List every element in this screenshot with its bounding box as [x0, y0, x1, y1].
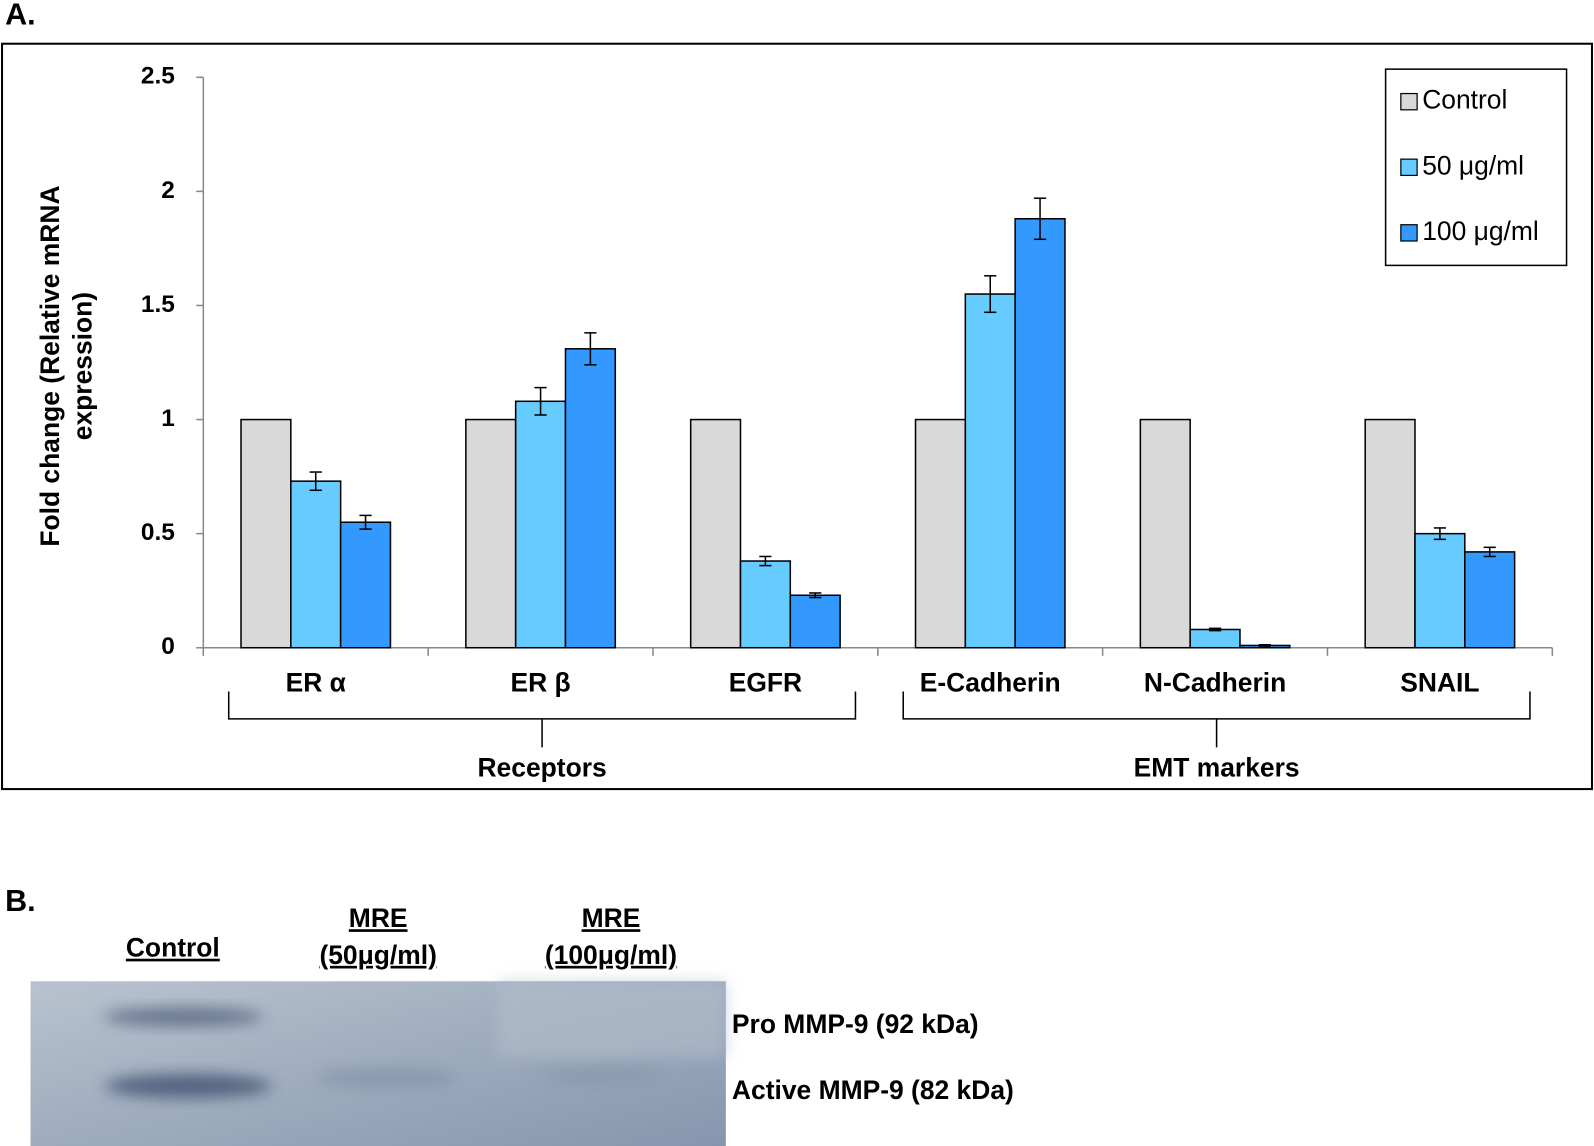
bar: [1014, 217, 1066, 649]
bar: [290, 480, 342, 649]
legend-label: 50 μg/ml: [1422, 150, 1524, 180]
y-tick-label: 0.5: [141, 519, 175, 546]
bar: [739, 560, 792, 649]
error-bar: [1483, 546, 1496, 558]
bar: [689, 418, 742, 649]
gel: [30, 981, 726, 1146]
lane-label: MRE: [349, 903, 408, 933]
y-tick-label: 2: [161, 177, 175, 204]
bar: [1414, 532, 1466, 649]
lane-label: MRE: [582, 903, 641, 933]
bar: [465, 418, 517, 649]
bar: [240, 418, 292, 649]
bar: [1464, 551, 1516, 649]
error-bar: [809, 592, 822, 599]
error-bar: [759, 555, 772, 567]
legend-label: 100 μg/ml: [1422, 216, 1539, 246]
panel-label: A.: [5, 0, 35, 31]
bar: [789, 594, 841, 649]
y-tick-label: 1.5: [141, 291, 175, 318]
band-label: Active MMP-9 (82 kDa): [732, 1075, 1014, 1105]
error-bar: [1258, 644, 1271, 647]
group-label: Receptors: [477, 753, 606, 783]
group-bracket: [227, 691, 857, 748]
legend-swatch: [1400, 92, 1418, 111]
bar: [914, 418, 967, 649]
x-tick-label: N-Cadherin: [1144, 667, 1286, 697]
error-bar: [359, 514, 372, 530]
group-bracket: [902, 691, 1531, 748]
error-bar: [309, 471, 322, 492]
error-bar: [584, 332, 597, 366]
lane-label: (50μg/ml): [319, 940, 436, 970]
y-tick-label: 1: [161, 405, 175, 432]
x-tick-label: E-Cadherin: [920, 667, 1061, 697]
lane-label: Control: [126, 933, 220, 963]
x-tick-label: SNAIL: [1400, 667, 1479, 697]
x-tick-label: ER α: [286, 667, 346, 697]
error-bar: [984, 275, 997, 314]
panel-label: B.: [5, 884, 35, 918]
bar: [964, 293, 1016, 649]
legend-label: Control: [1422, 85, 1507, 115]
band-label: Pro MMP-9 (92 kDa): [732, 1009, 979, 1039]
y-axis-label-line: Fold change (Relative mRNA: [35, 185, 65, 546]
bar: [514, 400, 567, 649]
lane-label: (100μg/ml): [545, 940, 677, 970]
legend-swatch: [1400, 158, 1418, 177]
bar: [339, 521, 392, 649]
error-bar: [534, 386, 547, 416]
group-label: EMT markers: [1134, 753, 1300, 783]
error-bar: [1033, 197, 1047, 241]
bar: [1364, 418, 1416, 649]
y-axis-label-line: expression): [67, 292, 97, 440]
x-tick-label: EGFR: [729, 667, 802, 697]
bar: [1189, 628, 1241, 649]
y-tick-label: 0: [161, 633, 175, 660]
error-bar: [1433, 527, 1447, 541]
bar: [564, 348, 617, 649]
bar: [1139, 418, 1191, 649]
x-tick-label: ER β: [510, 667, 570, 697]
y-axis-label: Fold change (Relative mRNAexpression): [35, 185, 98, 546]
error-bar: [1208, 627, 1222, 632]
legend-swatch: [1400, 224, 1418, 242]
y-tick-label: 2.5: [141, 63, 175, 90]
panel-frame: [1, 42, 1593, 791]
